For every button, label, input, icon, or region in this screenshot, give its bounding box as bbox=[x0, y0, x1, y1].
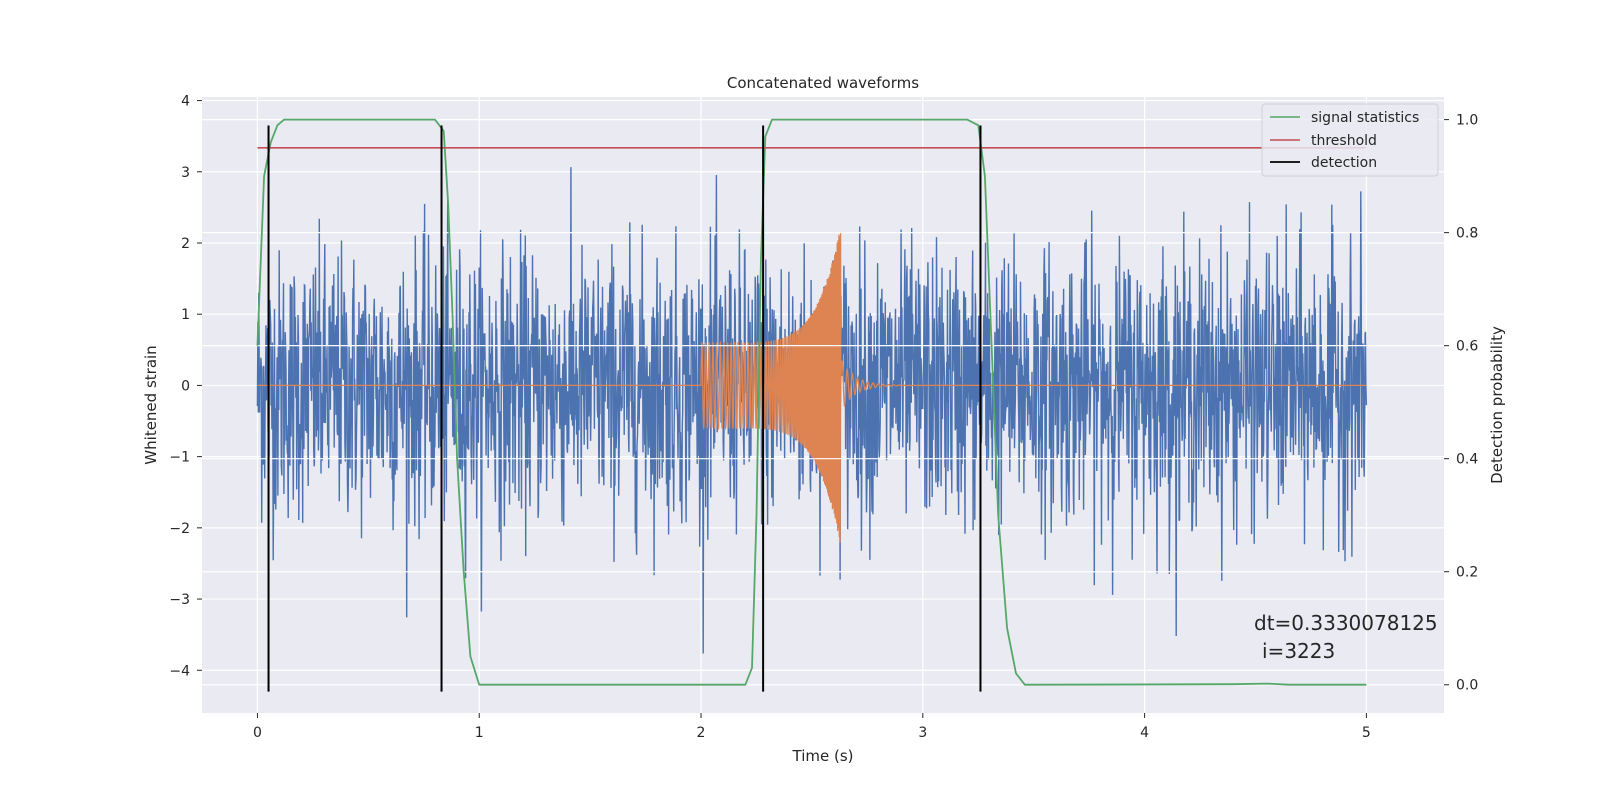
y-tick-label: 2 bbox=[181, 236, 190, 252]
x-tick-label: 2 bbox=[697, 725, 706, 741]
x-axis: 0 1 2 3 4 5 bbox=[253, 713, 1371, 741]
y2-tick-label: 0.4 bbox=[1456, 452, 1478, 468]
chart-title: Concatenated waveforms bbox=[727, 74, 919, 92]
y2-tick-label: 0.0 bbox=[1456, 678, 1478, 694]
y-tick-label: −1 bbox=[169, 450, 190, 466]
annotation-i: i=3223 bbox=[1262, 639, 1335, 663]
legend: signal statistics threshold detection bbox=[1261, 103, 1439, 177]
y-tick-label: 3 bbox=[181, 165, 190, 181]
legend-label-statistics: signal statistics bbox=[1311, 110, 1419, 126]
y-tick-label: −3 bbox=[169, 592, 190, 608]
y-axis-right: 0.0 0.2 0.4 0.6 0.8 1.0 bbox=[1444, 113, 1478, 694]
y-tick-label: 1 bbox=[181, 307, 190, 323]
x-tick-label: 5 bbox=[1362, 725, 1371, 741]
y2-tick-label: 0.8 bbox=[1456, 226, 1478, 242]
y-tick-label: 4 bbox=[181, 94, 190, 110]
right-grid bbox=[202, 119, 1444, 686]
y2-tick-label: 0.6 bbox=[1456, 339, 1478, 355]
x-tick-label: 3 bbox=[918, 725, 927, 741]
detection-series bbox=[267, 125, 982, 692]
x-tick-label: 1 bbox=[475, 725, 484, 741]
chirp-series bbox=[257, 232, 1367, 543]
y-tick-label: 0 bbox=[181, 378, 190, 394]
x-axis-label: Time (s) bbox=[792, 747, 854, 765]
legend-label-detection: detection bbox=[1311, 155, 1377, 171]
y-axis-label: Whitened strain bbox=[142, 345, 160, 464]
legend-label-threshold: threshold bbox=[1311, 133, 1377, 149]
y-tick-label: −2 bbox=[169, 521, 190, 537]
chirp-line bbox=[257, 232, 1367, 543]
statistics-line bbox=[256, 118, 1367, 686]
y-tick-label: −4 bbox=[169, 663, 190, 679]
y2-tick-label: 1.0 bbox=[1456, 113, 1478, 129]
signal-statistics-series bbox=[256, 118, 1367, 686]
legend-box bbox=[1261, 103, 1439, 177]
y2-axis-label: Detection probability bbox=[1488, 326, 1506, 484]
x-tick-label: 0 bbox=[253, 725, 262, 741]
x-tick-label: 4 bbox=[1140, 725, 1149, 741]
y-axis-left: −4 −3 −2 −1 0 1 2 3 4 bbox=[169, 94, 202, 679]
y2-tick-label: 0.2 bbox=[1456, 565, 1478, 581]
annotation-dt: dt=0.3330078125 bbox=[1254, 611, 1438, 635]
